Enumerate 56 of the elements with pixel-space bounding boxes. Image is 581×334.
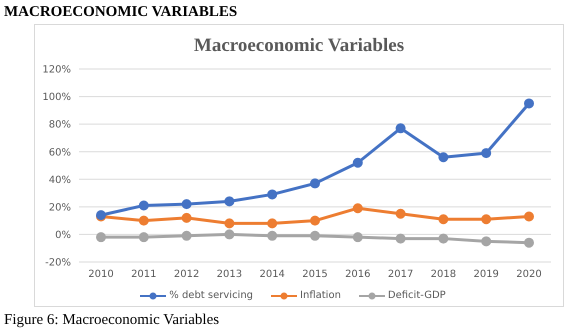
x-tick-label: 2012 [174,269,200,280]
point [438,152,448,162]
point [310,230,320,241]
point [396,123,406,134]
point [396,234,406,244]
x-tick-label: 2014 [259,269,285,280]
point [352,203,363,214]
point [182,230,192,241]
y-tick-label: -20% [45,258,71,269]
point [352,158,363,168]
point [224,196,234,206]
legend-label: Inflation [300,290,341,301]
x-tick-label: 2015 [302,269,328,280]
point [310,178,320,188]
chart-title: Macroeconomic Variables [192,35,406,57]
x-tick-label: 2011 [131,269,157,280]
point [438,214,448,224]
x-tick-label: 2020 [516,269,542,280]
point [267,230,278,241]
point [524,98,534,108]
x-tick-label: 2019 [473,269,499,280]
point [524,238,534,248]
x-tick-label: 2010 [88,269,114,280]
point [267,189,278,200]
x-tick-label: 2013 [216,269,242,280]
y-tick-label: 60% [48,147,71,158]
point [524,212,534,222]
point [224,218,234,228]
text: MACROECONOMIC VARIABLES [4,4,238,21]
point [310,216,320,226]
point [267,218,278,228]
point [481,214,492,224]
x-tick-label: 2018 [430,269,456,280]
point [138,200,149,210]
y-tick-label: 0% [55,230,71,241]
point [138,216,149,226]
point [352,232,363,242]
y-tick-label: 120% [42,64,71,76]
point [182,212,192,223]
legend-label: % debt servicing [169,290,254,301]
point [138,232,149,242]
point [182,199,192,210]
point [396,208,406,219]
y-tick-label: 100% [42,92,71,104]
y-tick-label: 40% [48,174,71,186]
point [481,148,492,158]
point [96,232,106,242]
y-tick-label: 20% [48,202,71,214]
caption: Figure 6: Macroeconomic Variables [4,312,220,329]
point [481,236,492,246]
y-tick-label: 80% [48,120,71,131]
point [224,229,234,240]
point [438,234,448,244]
x-tick-label: 2017 [388,269,414,280]
legend-label: Deficit-GDP [388,290,446,301]
x-tick-label: 2016 [345,269,371,280]
